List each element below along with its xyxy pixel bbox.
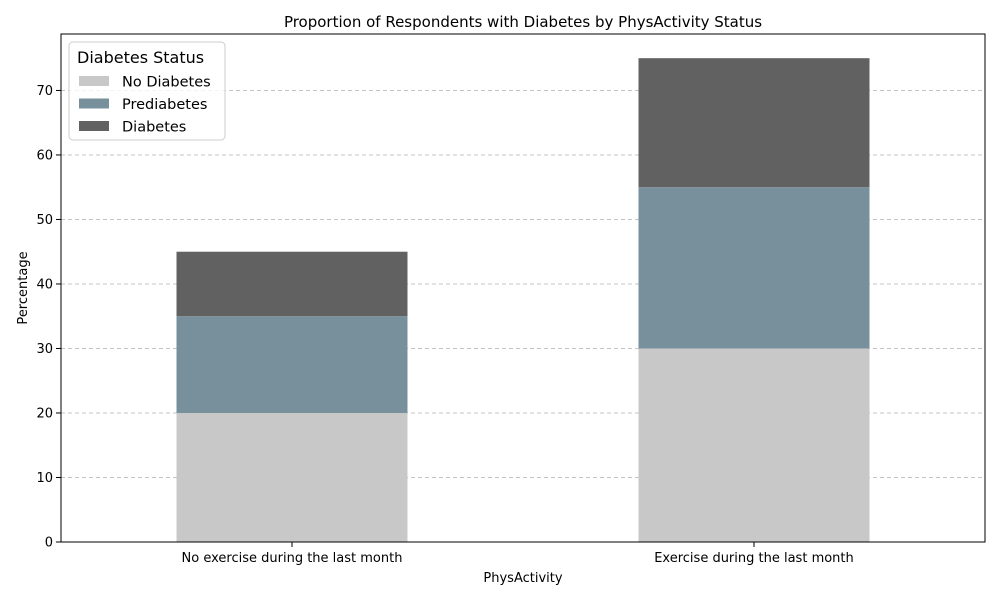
y-tick-label: 40 bbox=[36, 277, 53, 292]
chart-title: Proportion of Respondents with Diabetes … bbox=[284, 13, 762, 31]
legend-box bbox=[68, 41, 226, 141]
bar-segment-diabetes bbox=[176, 251, 408, 317]
y-tick-label: 20 bbox=[36, 406, 53, 421]
bar-segment-prediabetes bbox=[176, 316, 408, 413]
legend-title: Diabetes Status bbox=[77, 48, 204, 67]
bar-segment-prediabetes bbox=[638, 187, 870, 349]
y-tick-label: 10 bbox=[36, 471, 53, 486]
bar-segment-no-diabetes bbox=[638, 348, 870, 542]
x-axis-label: PhysActivity bbox=[483, 571, 562, 586]
bar-segment-diabetes bbox=[638, 58, 870, 188]
legend-swatch bbox=[79, 98, 109, 109]
legend-swatch bbox=[79, 76, 109, 86]
legend-label: No Diabetes bbox=[122, 75, 211, 91]
x-tick-label: No exercise during the last month bbox=[182, 551, 403, 566]
bars bbox=[176, 58, 870, 542]
x-tick-label: Exercise during the last month bbox=[654, 551, 854, 566]
y-axis: 0 10 20 30 40 50 60 70 bbox=[36, 84, 61, 551]
legend-label: Prediabetes bbox=[122, 97, 207, 113]
bar-segment-no-diabetes bbox=[176, 412, 408, 542]
legend-entries: No Diabetes Prediabetes Diabetes bbox=[79, 75, 211, 136]
y-tick-label: 70 bbox=[36, 84, 53, 99]
x-axis: No exercise during the last month Exercis… bbox=[182, 542, 854, 566]
legend-label: Diabetes bbox=[122, 120, 186, 136]
legend-swatch bbox=[79, 121, 109, 131]
y-axis-label: Percentage bbox=[16, 251, 31, 324]
plot-frame bbox=[60, 33, 986, 543]
y-tick-label: 60 bbox=[36, 148, 53, 163]
legend: Diabetes Status No Diabetes Prediabetes Di… bbox=[68, 41, 226, 141]
y-tick-label: 50 bbox=[36, 213, 53, 228]
y-tick-label: 0 bbox=[45, 536, 53, 551]
y-tick-label: 30 bbox=[36, 342, 53, 357]
